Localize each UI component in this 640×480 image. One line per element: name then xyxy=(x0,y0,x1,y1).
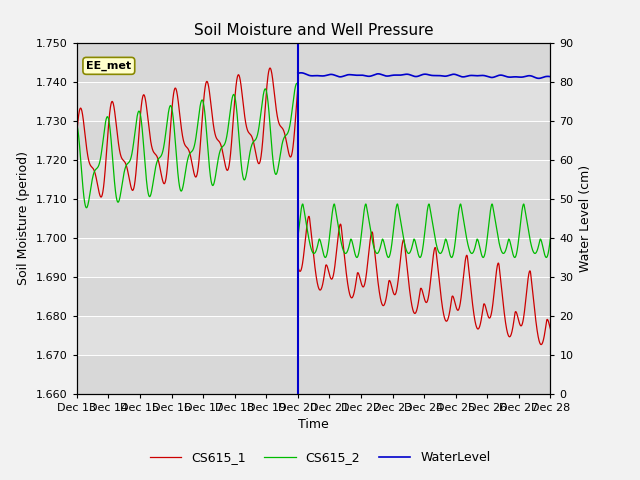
CS615_1 xyxy=(159,179,166,184)
Bar xyxy=(77,277,550,316)
Y-axis label: Soil Moisture (period): Soil Moisture (period) xyxy=(17,151,30,286)
Bar xyxy=(77,82,550,121)
Title: Soil Moisture and Well Pressure: Soil Moisture and Well Pressure xyxy=(194,23,433,38)
CS615_2 xyxy=(547,235,554,241)
CS615_2 xyxy=(426,207,434,213)
CS615_2 xyxy=(381,244,389,250)
Line: WaterLevel: WaterLevel xyxy=(298,73,550,78)
CS615_2 xyxy=(463,234,470,240)
CS615_1 xyxy=(254,159,262,165)
WaterLevel xyxy=(462,73,470,79)
CS615_2 xyxy=(321,254,329,260)
WaterLevel xyxy=(381,73,388,79)
CS615_2 xyxy=(159,148,166,154)
CS615_1 xyxy=(547,326,554,332)
Bar xyxy=(77,160,550,199)
WaterLevel xyxy=(426,72,434,78)
CS615_2 xyxy=(357,235,365,240)
CS615_2 xyxy=(293,81,301,86)
Legend: CS615_1, CS615_2, WaterLevel: CS615_1, CS615_2, WaterLevel xyxy=(145,446,495,469)
Bar xyxy=(77,316,550,355)
Line: CS615_1: CS615_1 xyxy=(77,68,550,345)
X-axis label: Time: Time xyxy=(298,418,329,431)
Bar xyxy=(77,121,550,160)
Bar xyxy=(77,199,550,238)
Line: CS615_2: CS615_2 xyxy=(77,84,550,257)
WaterLevel xyxy=(547,74,554,80)
CS615_2 xyxy=(73,121,81,127)
CS615_1 xyxy=(266,65,274,71)
CS615_1 xyxy=(426,281,434,287)
Bar xyxy=(77,238,550,277)
Text: EE_met: EE_met xyxy=(86,61,131,71)
CS615_1 xyxy=(357,279,365,285)
CS615_1 xyxy=(463,253,470,259)
CS615_1 xyxy=(73,131,81,137)
Bar xyxy=(77,355,550,394)
CS615_2 xyxy=(254,131,262,136)
CS615_1 xyxy=(537,342,545,348)
WaterLevel xyxy=(357,72,365,78)
Y-axis label: Water Level (cm): Water Level (cm) xyxy=(579,165,592,272)
CS615_1 xyxy=(381,300,388,306)
Bar xyxy=(77,43,550,82)
